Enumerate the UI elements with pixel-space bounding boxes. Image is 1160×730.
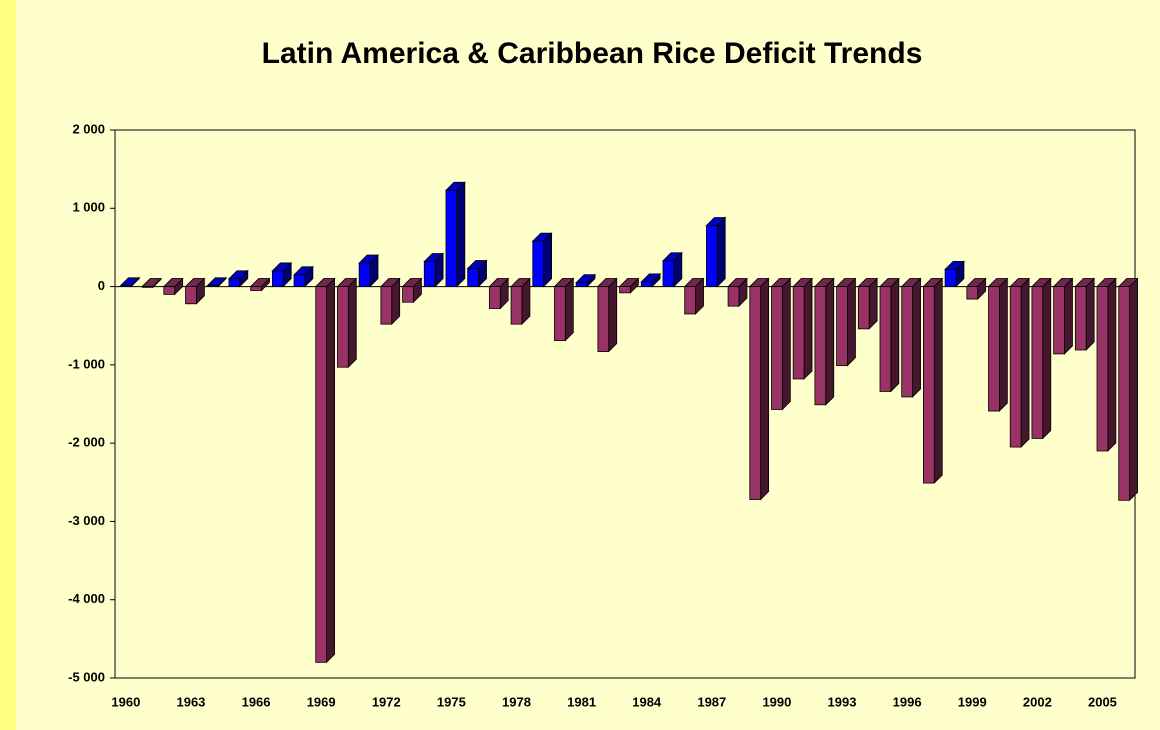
bar [380, 286, 393, 325]
bar [510, 286, 523, 325]
bar [1009, 286, 1022, 448]
bar-side [456, 181, 466, 288]
bar [315, 286, 327, 663]
bar [1074, 286, 1087, 351]
bar [1053, 286, 1065, 355]
bar-side [781, 277, 791, 411]
bar-side [890, 277, 900, 393]
bar-side [933, 277, 943, 485]
bar [662, 260, 675, 287]
bar-side [868, 277, 878, 330]
y-tick-label: -4 000 [68, 591, 105, 606]
y-tick-label: 2 000 [72, 121, 105, 136]
bar [206, 285, 219, 287]
bar [467, 268, 479, 287]
bar [792, 286, 805, 380]
bar-side [716, 216, 726, 288]
bar [1118, 286, 1130, 501]
bar-side [564, 277, 574, 342]
bar [402, 286, 414, 303]
bar-side [760, 277, 770, 501]
plot-area [114, 129, 1136, 679]
bar-side [847, 277, 856, 367]
bar-side [347, 277, 357, 369]
bar-side [1020, 277, 1030, 449]
bar [727, 286, 740, 307]
bar-side [1064, 277, 1073, 355]
x-tick-label: 1975 [437, 694, 466, 709]
bar [554, 286, 566, 341]
y-tick-label: 1 000 [72, 200, 105, 215]
x-tick-label: 1987 [697, 694, 726, 709]
bar-side [803, 277, 813, 380]
chart-title: Latin America & Caribbean Rice Deficit T… [262, 37, 923, 70]
bar [619, 286, 631, 294]
x-tick-label: 1993 [828, 694, 857, 709]
bar-side [1107, 277, 1117, 452]
y-tick-label: -2 000 [68, 435, 105, 450]
bar [1096, 286, 1109, 452]
y-tick-label: -3 000 [68, 513, 105, 528]
x-tick-label: 1981 [567, 694, 596, 709]
x-tick-label: 1990 [762, 694, 791, 709]
bar [966, 286, 979, 300]
bar [337, 286, 349, 368]
bar-side [326, 277, 335, 664]
bar-side [912, 277, 921, 398]
bar-side [998, 277, 1008, 413]
bar [575, 282, 588, 287]
bar-side [1085, 277, 1095, 351]
bar-side [1129, 277, 1138, 502]
bar [901, 286, 913, 398]
bar [988, 286, 1000, 412]
y-tick-label: 0 [98, 278, 105, 293]
bar [597, 286, 610, 352]
y-tick-label: -5 000 [68, 669, 105, 684]
bar [640, 281, 653, 287]
bar [836, 286, 848, 367]
x-tick-label: 1960 [111, 694, 140, 709]
bar [250, 286, 262, 291]
bar [684, 286, 696, 315]
bar [293, 274, 306, 287]
x-tick-label: 1999 [958, 694, 987, 709]
bar [488, 286, 501, 309]
bar [923, 286, 935, 484]
bar [771, 286, 783, 410]
bar [423, 261, 436, 287]
bar [228, 278, 241, 287]
bar [163, 286, 176, 295]
bar [705, 225, 718, 287]
bar-side [1042, 277, 1052, 440]
x-tick-label: 1966 [242, 694, 271, 709]
bar [271, 270, 284, 287]
x-tick-label: 2002 [1023, 694, 1052, 709]
bar [857, 286, 870, 330]
x-tick-label: 1996 [893, 694, 922, 709]
bar [532, 240, 545, 287]
bar [445, 189, 458, 287]
bar [879, 286, 892, 392]
bar [358, 262, 371, 287]
bar [185, 286, 197, 305]
bar [141, 286, 154, 288]
x-tick-label: 1978 [502, 694, 531, 709]
side-strip [0, 0, 16, 730]
bar [814, 286, 827, 406]
bar [1031, 286, 1044, 439]
y-tick-label: -1 000 [68, 356, 105, 371]
x-tick-label: 1984 [632, 694, 662, 709]
bar-side [608, 277, 618, 353]
x-tick-label: 1969 [307, 694, 336, 709]
bar-side [825, 277, 835, 406]
bar [749, 286, 762, 500]
x-tick-label: 1963 [176, 694, 205, 709]
bar [944, 268, 957, 287]
x-tick-label: 1972 [372, 694, 401, 709]
bar [120, 285, 132, 287]
x-tick-label: 2005 [1088, 694, 1117, 709]
bar-side [543, 232, 553, 288]
